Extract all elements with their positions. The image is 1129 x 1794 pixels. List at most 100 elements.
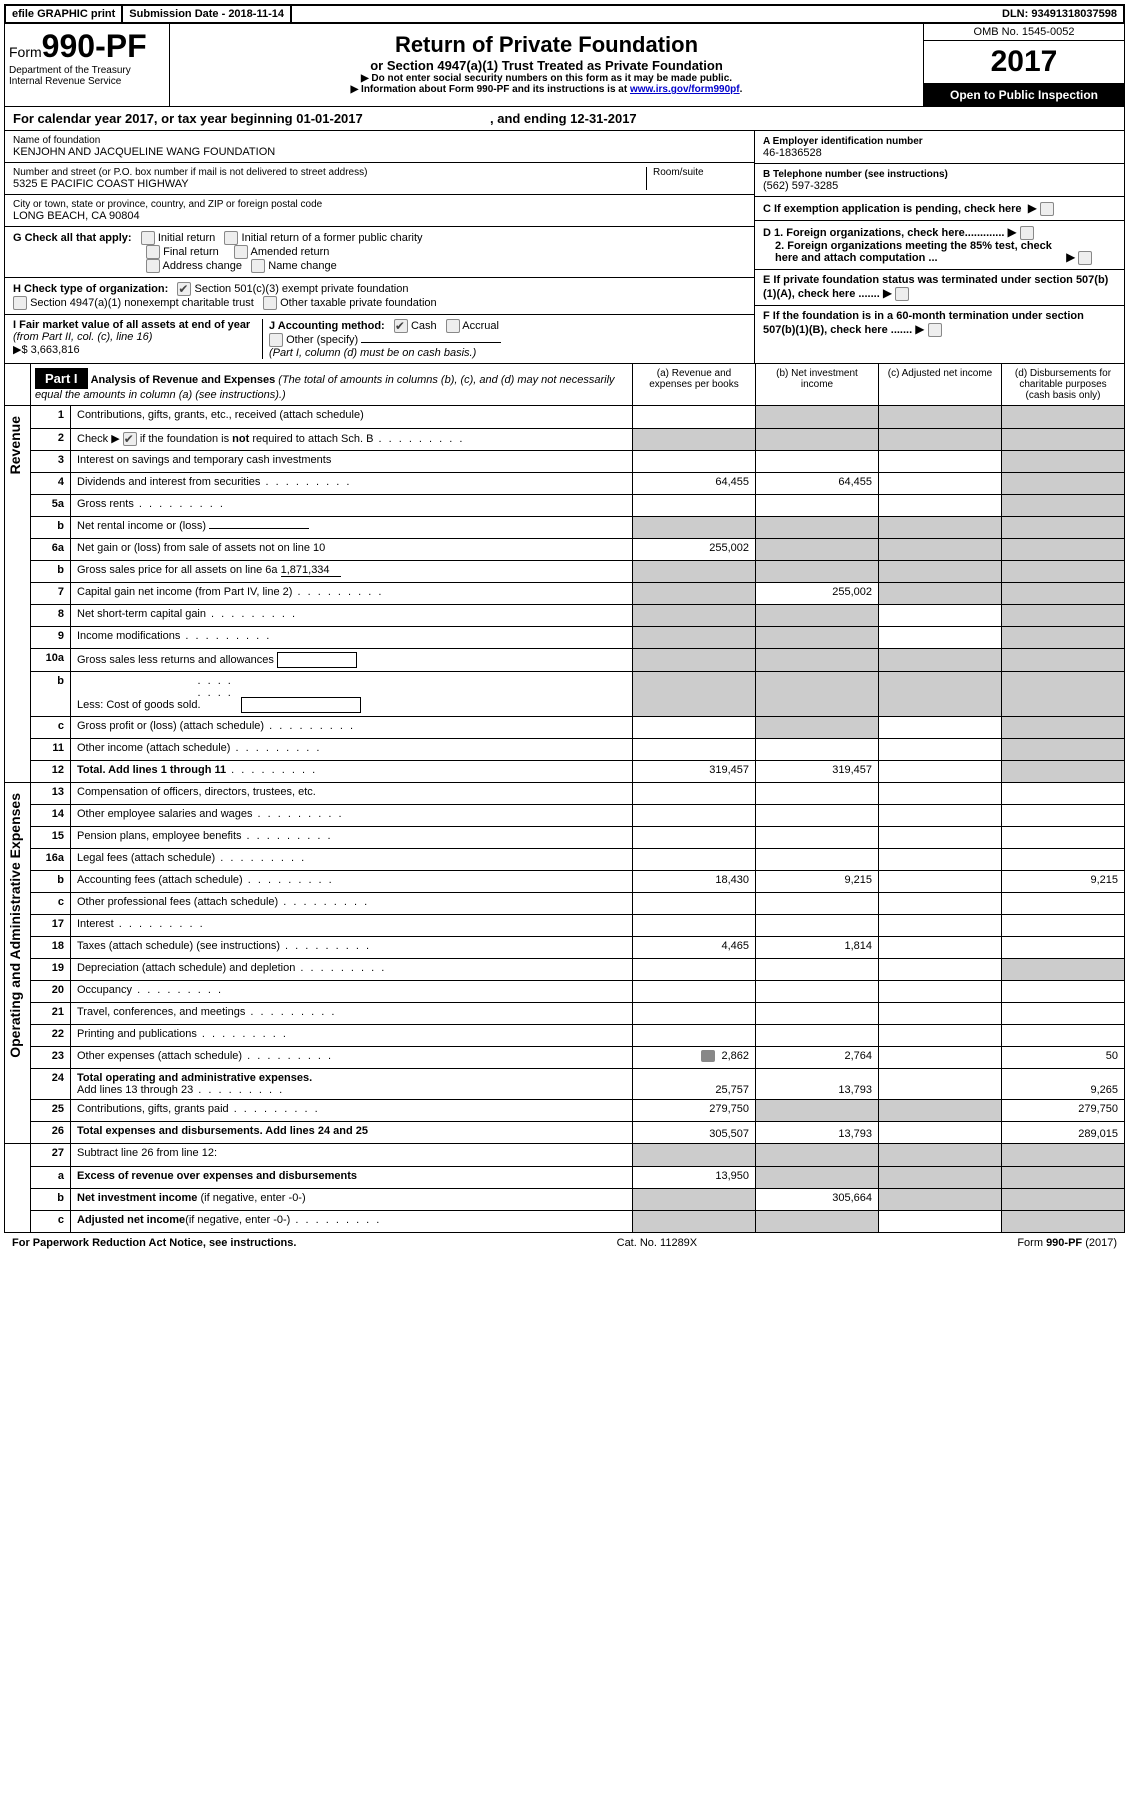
year-begin: 01-01-2017 xyxy=(296,111,363,126)
checkbox-4947[interactable] xyxy=(13,296,27,310)
part1-label: Part I xyxy=(35,368,88,389)
top-bar: efile GRAPHIC print Submission Date - 20… xyxy=(4,4,1125,24)
checkbox-accrual[interactable] xyxy=(446,319,460,333)
checkbox-amended[interactable] xyxy=(234,245,248,259)
revenue-table: 1Contributions, gifts, grants, etc., rec… xyxy=(30,406,1125,783)
opt-accrual: Accrual xyxy=(462,320,499,332)
table-row: 8Net short-term capital gain xyxy=(31,604,1125,626)
city-label: City or town, state or province, country… xyxy=(13,199,746,210)
irs-link[interactable]: www.irs.gov/form990pf xyxy=(630,84,740,95)
footer-right: Form 990-PF (2017) xyxy=(1017,1237,1117,1249)
addr-label: Number and street (or P.O. box number if… xyxy=(13,167,646,178)
table-row: 22Printing and publications xyxy=(31,1025,1125,1047)
checkbox-schb[interactable] xyxy=(123,432,137,446)
room-label: Room/suite xyxy=(653,167,746,178)
form-prefix: Form xyxy=(9,44,42,60)
ssn-note: ▶ Do not enter social security numbers o… xyxy=(361,73,732,84)
col-b-header: (b) Net investment income xyxy=(755,364,878,405)
foundation-info: Name of foundation KENJOHN AND JACQUELIN… xyxy=(4,131,1125,364)
checkbox-final[interactable] xyxy=(146,245,160,259)
table-row: 9Income modifications xyxy=(31,626,1125,648)
d1-label: D 1. Foreign organizations, check here..… xyxy=(763,227,1004,239)
table-row: bNet rental income or (loss) xyxy=(31,516,1125,538)
year-end: 12-31-2017 xyxy=(570,111,637,126)
table-row: 17Interest xyxy=(31,915,1125,937)
irs-label: Internal Revenue Service xyxy=(9,76,165,87)
expenses-label: Operating and Administrative Expenses xyxy=(5,783,25,1068)
table-row: 5aGross rents xyxy=(31,494,1125,516)
opt-initial-former: Initial return of a former public charit… xyxy=(242,232,423,244)
checkbox-d2[interactable] xyxy=(1078,251,1092,265)
opt-4947: Section 4947(a)(1) nonexempt charitable … xyxy=(30,297,254,309)
opt-name: Name change xyxy=(268,260,337,272)
i-label: I Fair market value of all assets at end… xyxy=(13,319,250,331)
checkbox-c[interactable] xyxy=(1040,202,1054,216)
d2-label: 2. Foreign organizations meeting the 85%… xyxy=(763,240,1063,264)
opt-other-method: Other (specify) xyxy=(286,334,358,346)
expenses-section: Operating and Administrative Expenses xyxy=(4,783,30,1145)
checkbox-e[interactable] xyxy=(895,287,909,301)
checkbox-cash[interactable] xyxy=(394,319,408,333)
fair-market-value: ▶$ 3,663,816 xyxy=(13,344,80,356)
table-row: 2Check ▶ if the foundation is not requir… xyxy=(31,428,1125,450)
table-row: 16aLegal fees (attach schedule) xyxy=(31,849,1125,871)
checkbox-d1[interactable] xyxy=(1020,226,1034,240)
table-row: 21Travel, conferences, and meetings xyxy=(31,1003,1125,1025)
ein-label: A Employer identification number xyxy=(763,136,923,147)
table-row: 23Other expenses (attach schedule) 2,862… xyxy=(31,1047,1125,1069)
foundation-address: 5325 E PACIFIC COAST HIGHWAY xyxy=(13,178,646,190)
form-title: Return of Private Foundation xyxy=(178,32,915,58)
form-subtitle: or Section 4947(a)(1) Trust Treated as P… xyxy=(178,58,915,73)
table-row: 19Depreciation (attach schedule) and dep… xyxy=(31,959,1125,981)
checkbox-501c3[interactable] xyxy=(177,282,191,296)
cal-prefix: For calendar year 2017, or tax year begi… xyxy=(13,111,296,126)
opt-cash: Cash xyxy=(411,320,437,332)
cal-mid: , and ending xyxy=(490,111,570,126)
table-row: bGross sales price for all assets on lin… xyxy=(31,560,1125,582)
f-label: F If the foundation is in a 60-month ter… xyxy=(763,310,1084,336)
footer-left: For Paperwork Reduction Act Notice, see … xyxy=(12,1237,296,1249)
checkbox-initial-former[interactable] xyxy=(224,231,238,245)
table-row: 26Total expenses and disbursements. Add … xyxy=(31,1122,1125,1144)
opt-other-tax: Other taxable private foundation xyxy=(280,297,437,309)
page-footer: For Paperwork Reduction Act Notice, see … xyxy=(4,1233,1125,1253)
table-row: bNet investment income (if negative, ent… xyxy=(31,1188,1125,1210)
table-row: 20Occupancy xyxy=(31,981,1125,1003)
checkbox-initial[interactable] xyxy=(141,231,155,245)
ein-value: 46-1836528 xyxy=(763,147,822,159)
col-c-header: (c) Adjusted net income xyxy=(878,364,1001,405)
foundation-name: KENJOHN AND JACQUELINE WANG FOUNDATION xyxy=(13,146,746,158)
table-row: 6aNet gain or (loss) from sale of assets… xyxy=(31,538,1125,560)
public-inspection: Open to Public Inspection xyxy=(924,84,1124,106)
checkbox-other-tax[interactable] xyxy=(263,296,277,310)
h-label: H Check type of organization: xyxy=(13,283,168,295)
table-row: 7Capital gain net income (from Part IV, … xyxy=(31,582,1125,604)
phone-value: (562) 597-3285 xyxy=(763,180,838,192)
calendar-year-row: For calendar year 2017, or tax year begi… xyxy=(4,107,1125,131)
table-row: 13Compensation of officers, directors, t… xyxy=(31,783,1125,805)
checkbox-address[interactable] xyxy=(146,259,160,273)
opt-final: Final return xyxy=(163,246,219,258)
opt-address: Address change xyxy=(163,260,243,272)
checkbox-name[interactable] xyxy=(251,259,265,273)
opt-initial: Initial return xyxy=(158,232,215,244)
dln: DLN: 93491318037598 xyxy=(996,6,1123,22)
table-row: 11Other income (attach schedule) xyxy=(31,738,1125,760)
table-row: cAdjusted net income(if negative, enter … xyxy=(31,1210,1125,1232)
table-row: 12Total. Add lines 1 through 11319,45731… xyxy=(31,760,1125,782)
form-number: 990-PF xyxy=(42,28,147,64)
checkbox-f[interactable] xyxy=(928,323,942,337)
c-label: C If exemption application is pending, c… xyxy=(763,203,1022,215)
j-note: (Part I, column (d) must be on cash basi… xyxy=(269,347,476,359)
table-row: 4Dividends and interest from securities6… xyxy=(31,472,1125,494)
revenue-label: Revenue xyxy=(5,406,25,484)
j-label: J Accounting method: xyxy=(269,320,385,332)
revenue-section: Revenue xyxy=(4,406,30,783)
table-row: 10aGross sales less returns and allowanc… xyxy=(31,648,1125,671)
opt-amended: Amended return xyxy=(251,246,330,258)
checkbox-other-method[interactable] xyxy=(269,333,283,347)
attachment-icon[interactable] xyxy=(701,1050,715,1062)
omb-number: OMB No. 1545-0052 xyxy=(924,24,1124,41)
phone-label: B Telephone number (see instructions) xyxy=(763,169,948,180)
table-row: 27Subtract line 26 from line 12: xyxy=(31,1144,1125,1166)
